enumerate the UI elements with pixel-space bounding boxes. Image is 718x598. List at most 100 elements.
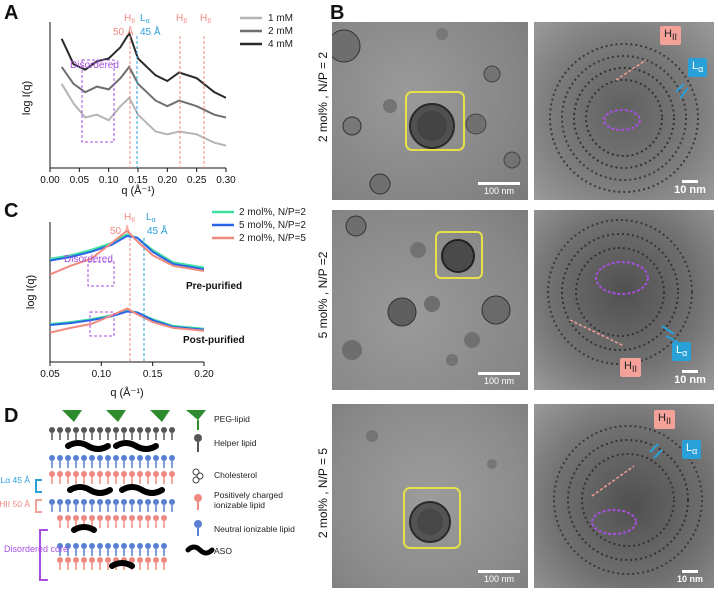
em-wide-1-scalebar: 100 nm bbox=[478, 182, 520, 196]
lipid-head bbox=[169, 499, 175, 505]
lipid-head bbox=[145, 471, 151, 477]
panel-a-hii-label-2: HII bbox=[176, 13, 187, 25]
series-line-1 bbox=[50, 233, 204, 269]
lipid-head bbox=[129, 543, 135, 549]
lipid-head bbox=[129, 515, 135, 521]
lipid-head bbox=[161, 455, 167, 461]
lipid-head bbox=[97, 515, 103, 521]
lipid-head bbox=[121, 515, 127, 521]
panel-c-pre-label: Pre-purified bbox=[186, 281, 242, 292]
panel-a-disordered-label: Disordered bbox=[70, 60, 119, 71]
lipid-head bbox=[153, 515, 159, 521]
lipid-head bbox=[137, 543, 143, 549]
lipid-head bbox=[113, 515, 119, 521]
panel-c-axes bbox=[49, 222, 204, 363]
lipid-head bbox=[73, 543, 79, 549]
lipid-head bbox=[97, 471, 103, 477]
panel-a-hii-spacing: 50 Å bbox=[113, 25, 134, 38]
lipid-head bbox=[73, 557, 79, 563]
panel-c-disordered-box-2 bbox=[89, 311, 115, 337]
series-line-post-3 bbox=[50, 307, 204, 334]
panel-c-legend: 2 mol%, N/P=2 5 mol%, N/P=2 2 mol%, N/P=… bbox=[212, 207, 306, 244]
em-wide-3: 100 nm bbox=[332, 404, 528, 588]
panel-d-legend-4a: Positively charged bbox=[214, 490, 283, 500]
lipid-head bbox=[57, 455, 63, 461]
lipid-head bbox=[81, 427, 87, 433]
panel-c-la-label: Lα bbox=[146, 212, 156, 224]
panel-letter-d: D bbox=[4, 405, 19, 427]
panel-c-xlabel: q (Å⁻¹) bbox=[110, 386, 143, 399]
lipid-head bbox=[145, 515, 151, 521]
panel-d-schematic: Lα 45 Å HII 50 Å Disordered core PEG-lip… bbox=[0, 410, 295, 581]
lipid-head bbox=[137, 427, 143, 433]
em-zoom-1-scalebar: 10 nm bbox=[672, 180, 708, 196]
panel-d-hii-label: HII 50 Å bbox=[0, 499, 30, 509]
lipid-head bbox=[113, 427, 119, 433]
panel-b-row-label-1: 2 mol% , N/P = 2 bbox=[316, 51, 330, 143]
panel-c-series bbox=[50, 229, 204, 334]
x-tick-label: 0.15 bbox=[128, 175, 148, 186]
lipid-head bbox=[113, 543, 119, 549]
lipid-head bbox=[89, 543, 95, 549]
lipid-head bbox=[105, 557, 111, 563]
lipid-head bbox=[105, 515, 111, 521]
x-tick-label: 0.20 bbox=[194, 369, 214, 380]
panel-d-legend-5: Neutral ionizable lipid bbox=[214, 524, 295, 534]
lipid-head bbox=[89, 471, 95, 477]
panel-c-chart: 0.05 0.10 0.15 0.20 HII 50 Å Lα 45 Å Disord… bbox=[25, 207, 306, 399]
lipid-head bbox=[129, 455, 135, 461]
lipid-head bbox=[73, 455, 79, 461]
lipid-head bbox=[129, 427, 135, 433]
panel-d-disordered-label: Disordered core bbox=[4, 544, 68, 554]
lipid-head bbox=[169, 471, 175, 477]
panel-c-disordered-label: Disordered bbox=[64, 254, 113, 265]
lipid-head bbox=[73, 427, 79, 433]
lipid-head bbox=[113, 455, 119, 461]
lipid-head bbox=[161, 543, 167, 549]
lipid-head bbox=[161, 499, 167, 505]
lipid-head bbox=[121, 543, 127, 549]
em-wide-2: 100 nm bbox=[332, 210, 528, 390]
lipid-head bbox=[49, 427, 55, 433]
lipid-head bbox=[129, 557, 135, 563]
lipid-head bbox=[153, 543, 159, 549]
lipid-head bbox=[73, 499, 79, 505]
lipid-head bbox=[81, 515, 87, 521]
panel-a-la-label: Lα bbox=[140, 13, 150, 25]
lipid-head bbox=[57, 515, 63, 521]
x-tick-label: 0.25 bbox=[187, 175, 207, 186]
lipid-head bbox=[49, 455, 55, 461]
series-line-2 bbox=[50, 234, 204, 271]
lipid-head bbox=[97, 427, 103, 433]
lipid-head bbox=[145, 499, 151, 505]
x-tick-label: 0.10 bbox=[92, 369, 112, 380]
lipid-head bbox=[161, 471, 167, 477]
panel-a-legend-2: 2 mM bbox=[268, 26, 293, 37]
lipid-head bbox=[65, 499, 71, 505]
panel-d-legend-text: PEG-lipid Helper lipid Cholesterol Posit… bbox=[214, 414, 295, 556]
panel-letter-b: B bbox=[330, 2, 345, 24]
lipid-head bbox=[145, 557, 151, 563]
series-line-2 bbox=[60, 65, 226, 119]
lipid-head bbox=[161, 515, 167, 521]
em-zoom-3-scalebar: 10 nm bbox=[672, 570, 708, 584]
panel-letter-c: C bbox=[4, 200, 19, 222]
lipid-head bbox=[121, 471, 127, 477]
lipid-head bbox=[89, 515, 95, 521]
series-line-post-2 bbox=[50, 310, 204, 331]
panel-c-hii-label: HII bbox=[124, 212, 135, 224]
lipid-head bbox=[97, 557, 103, 563]
em-zoom-3: HII Lα 10 nm bbox=[534, 404, 714, 588]
lipid-head bbox=[105, 543, 111, 549]
lipid-head bbox=[145, 427, 151, 433]
lipid-head bbox=[137, 515, 143, 521]
em-zoom-2: HII Lα 10 nm bbox=[534, 210, 714, 390]
lipid-head bbox=[97, 543, 103, 549]
em-wide-1: 100 nm bbox=[332, 22, 528, 200]
series-line-1 bbox=[60, 83, 226, 147]
panel-c-la-spacing: 45 Å bbox=[147, 224, 168, 237]
lipid-head bbox=[97, 455, 103, 461]
em-wide-2-scalebar: 100 nm bbox=[478, 372, 520, 386]
panel-d-legend-6: ASO bbox=[214, 546, 232, 556]
panel-a-ylabel: log I(q) bbox=[21, 81, 33, 115]
